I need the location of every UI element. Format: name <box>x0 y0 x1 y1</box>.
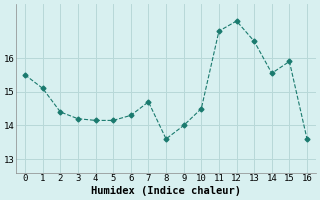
X-axis label: Humidex (Indice chaleur): Humidex (Indice chaleur) <box>91 186 241 196</box>
